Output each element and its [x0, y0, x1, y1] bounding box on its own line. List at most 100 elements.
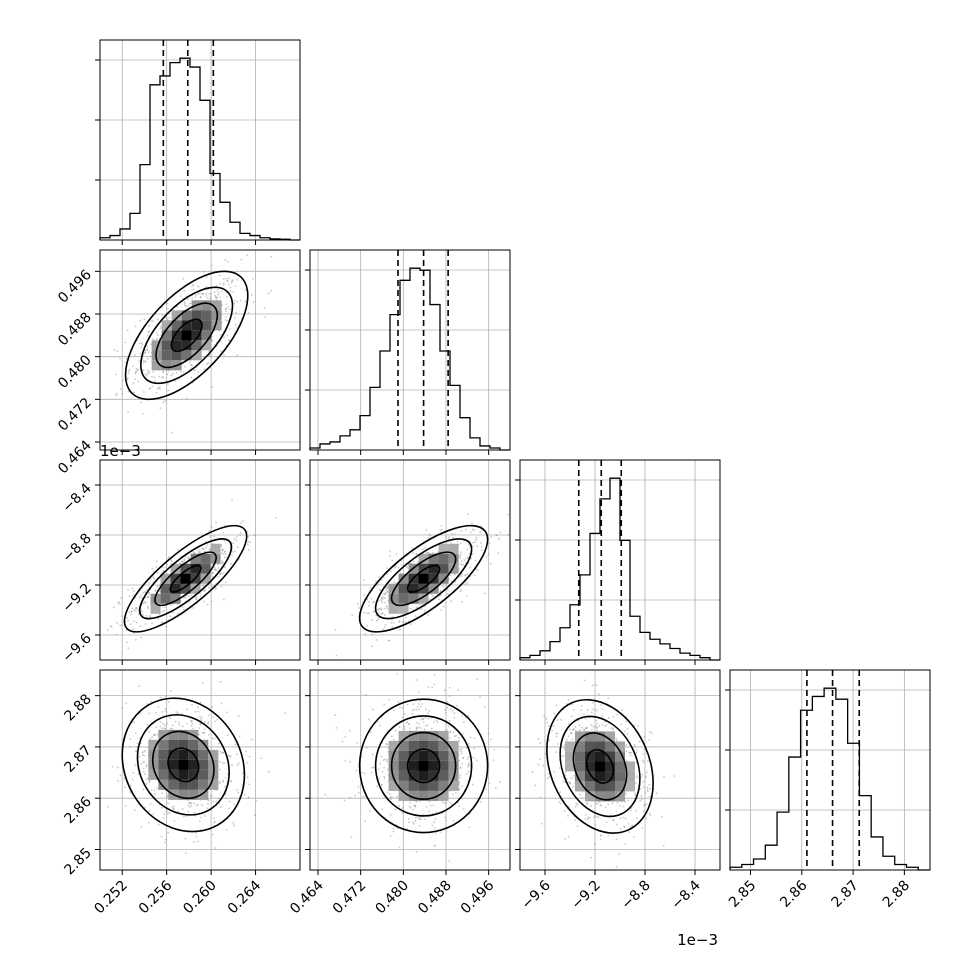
scatter-point [125, 702, 128, 705]
scatter-point [344, 735, 347, 738]
scatter-point [135, 370, 138, 373]
scatter-point [436, 721, 439, 724]
scatter-point [150, 320, 153, 322]
scatter-point [220, 585, 223, 588]
density-cell [178, 749, 189, 760]
scatter-point [389, 798, 392, 800]
density-cell [398, 730, 409, 741]
scatter-point [226, 280, 229, 282]
scatter-point [384, 587, 387, 590]
scatter-point [203, 731, 206, 734]
scatter-point [246, 776, 249, 779]
density-cell [438, 543, 449, 554]
scatter-point [335, 654, 338, 657]
scatter-point [180, 370, 183, 373]
scatter-point [368, 718, 370, 721]
scatter-point [147, 372, 150, 374]
scatter-point [380, 783, 383, 786]
scatter-point [424, 724, 427, 727]
scatter-point [196, 804, 199, 806]
scatter-point [511, 785, 513, 787]
scatter-point [220, 333, 222, 336]
scatter-point [153, 789, 156, 792]
contour-level-1 [390, 731, 457, 801]
scatter-point [575, 729, 577, 732]
scatter-point [201, 292, 204, 295]
scatter-point [408, 723, 410, 725]
scatter-point [441, 528, 444, 531]
scatter-point [631, 824, 634, 827]
scatter-point [612, 727, 614, 729]
scatter-point [390, 735, 393, 738]
scatter-point [467, 715, 470, 717]
scatter-point [635, 817, 638, 820]
scatter-point [106, 629, 109, 631]
scatter-point [572, 728, 574, 731]
scatter-point [157, 823, 160, 826]
scatter-point [598, 693, 600, 696]
scatter-point [119, 774, 122, 777]
scatter-point [236, 278, 239, 281]
scatter-point [162, 376, 165, 379]
density-cell [158, 769, 169, 780]
scatter-point [139, 711, 142, 714]
scatter-point [416, 552, 418, 555]
scatter-point [594, 843, 596, 845]
scatter-point [220, 752, 223, 755]
scatter-point [537, 763, 540, 766]
scatter-point [133, 391, 135, 394]
scatter-point [423, 818, 426, 821]
scatter-point [372, 610, 375, 613]
scatter-point [363, 772, 366, 775]
scatter-point [365, 612, 368, 615]
scatter-point [130, 613, 133, 616]
density-cell [150, 603, 161, 614]
x-tick-label: 0.252 [91, 878, 131, 918]
scatter-point [405, 565, 408, 568]
density-cell [191, 330, 202, 341]
scatter-point [386, 591, 389, 593]
scatter-point [156, 387, 159, 390]
scatter-point [481, 529, 484, 532]
scatter-point [601, 708, 604, 710]
scatter-point [149, 387, 152, 389]
density-cell [575, 761, 585, 772]
scatter-point [472, 747, 475, 750]
panel-1-0 [95, 249, 301, 455]
scatter-point [222, 761, 224, 764]
scatter-point [131, 778, 134, 781]
scatter-point [153, 376, 156, 379]
x-tick-label: 2.86 [777, 877, 810, 910]
scatter-point [442, 586, 445, 589]
scatter-point [167, 831, 170, 834]
scatter-point [220, 290, 223, 293]
scatter-point [176, 712, 179, 714]
scatter-point [421, 603, 424, 606]
scatter-point [610, 727, 612, 729]
scatter-point [171, 431, 174, 434]
scatter-point [203, 720, 206, 723]
scatter-point [207, 802, 209, 805]
scatter-point [194, 294, 197, 297]
density-cell [178, 779, 189, 790]
density-cell [438, 760, 449, 771]
scatter-point [142, 602, 145, 605]
scatter-point [567, 835, 570, 838]
density-cell [585, 781, 595, 792]
scatter-point [573, 728, 575, 731]
scatter-point [229, 290, 232, 292]
scatter-point [420, 718, 422, 721]
scatter-point [625, 750, 628, 753]
scatter-point [540, 822, 543, 825]
scatter-point [401, 812, 404, 814]
scatter-point [170, 603, 173, 606]
scatter-point [600, 834, 602, 837]
scatter-point [459, 575, 462, 578]
scatter-point [616, 801, 619, 804]
scatter-point [225, 344, 228, 347]
scatter-point [414, 816, 417, 819]
scatter-point [213, 817, 215, 820]
scatter-point [218, 768, 221, 771]
scatter-point [480, 545, 483, 548]
scatter-point [168, 811, 171, 814]
